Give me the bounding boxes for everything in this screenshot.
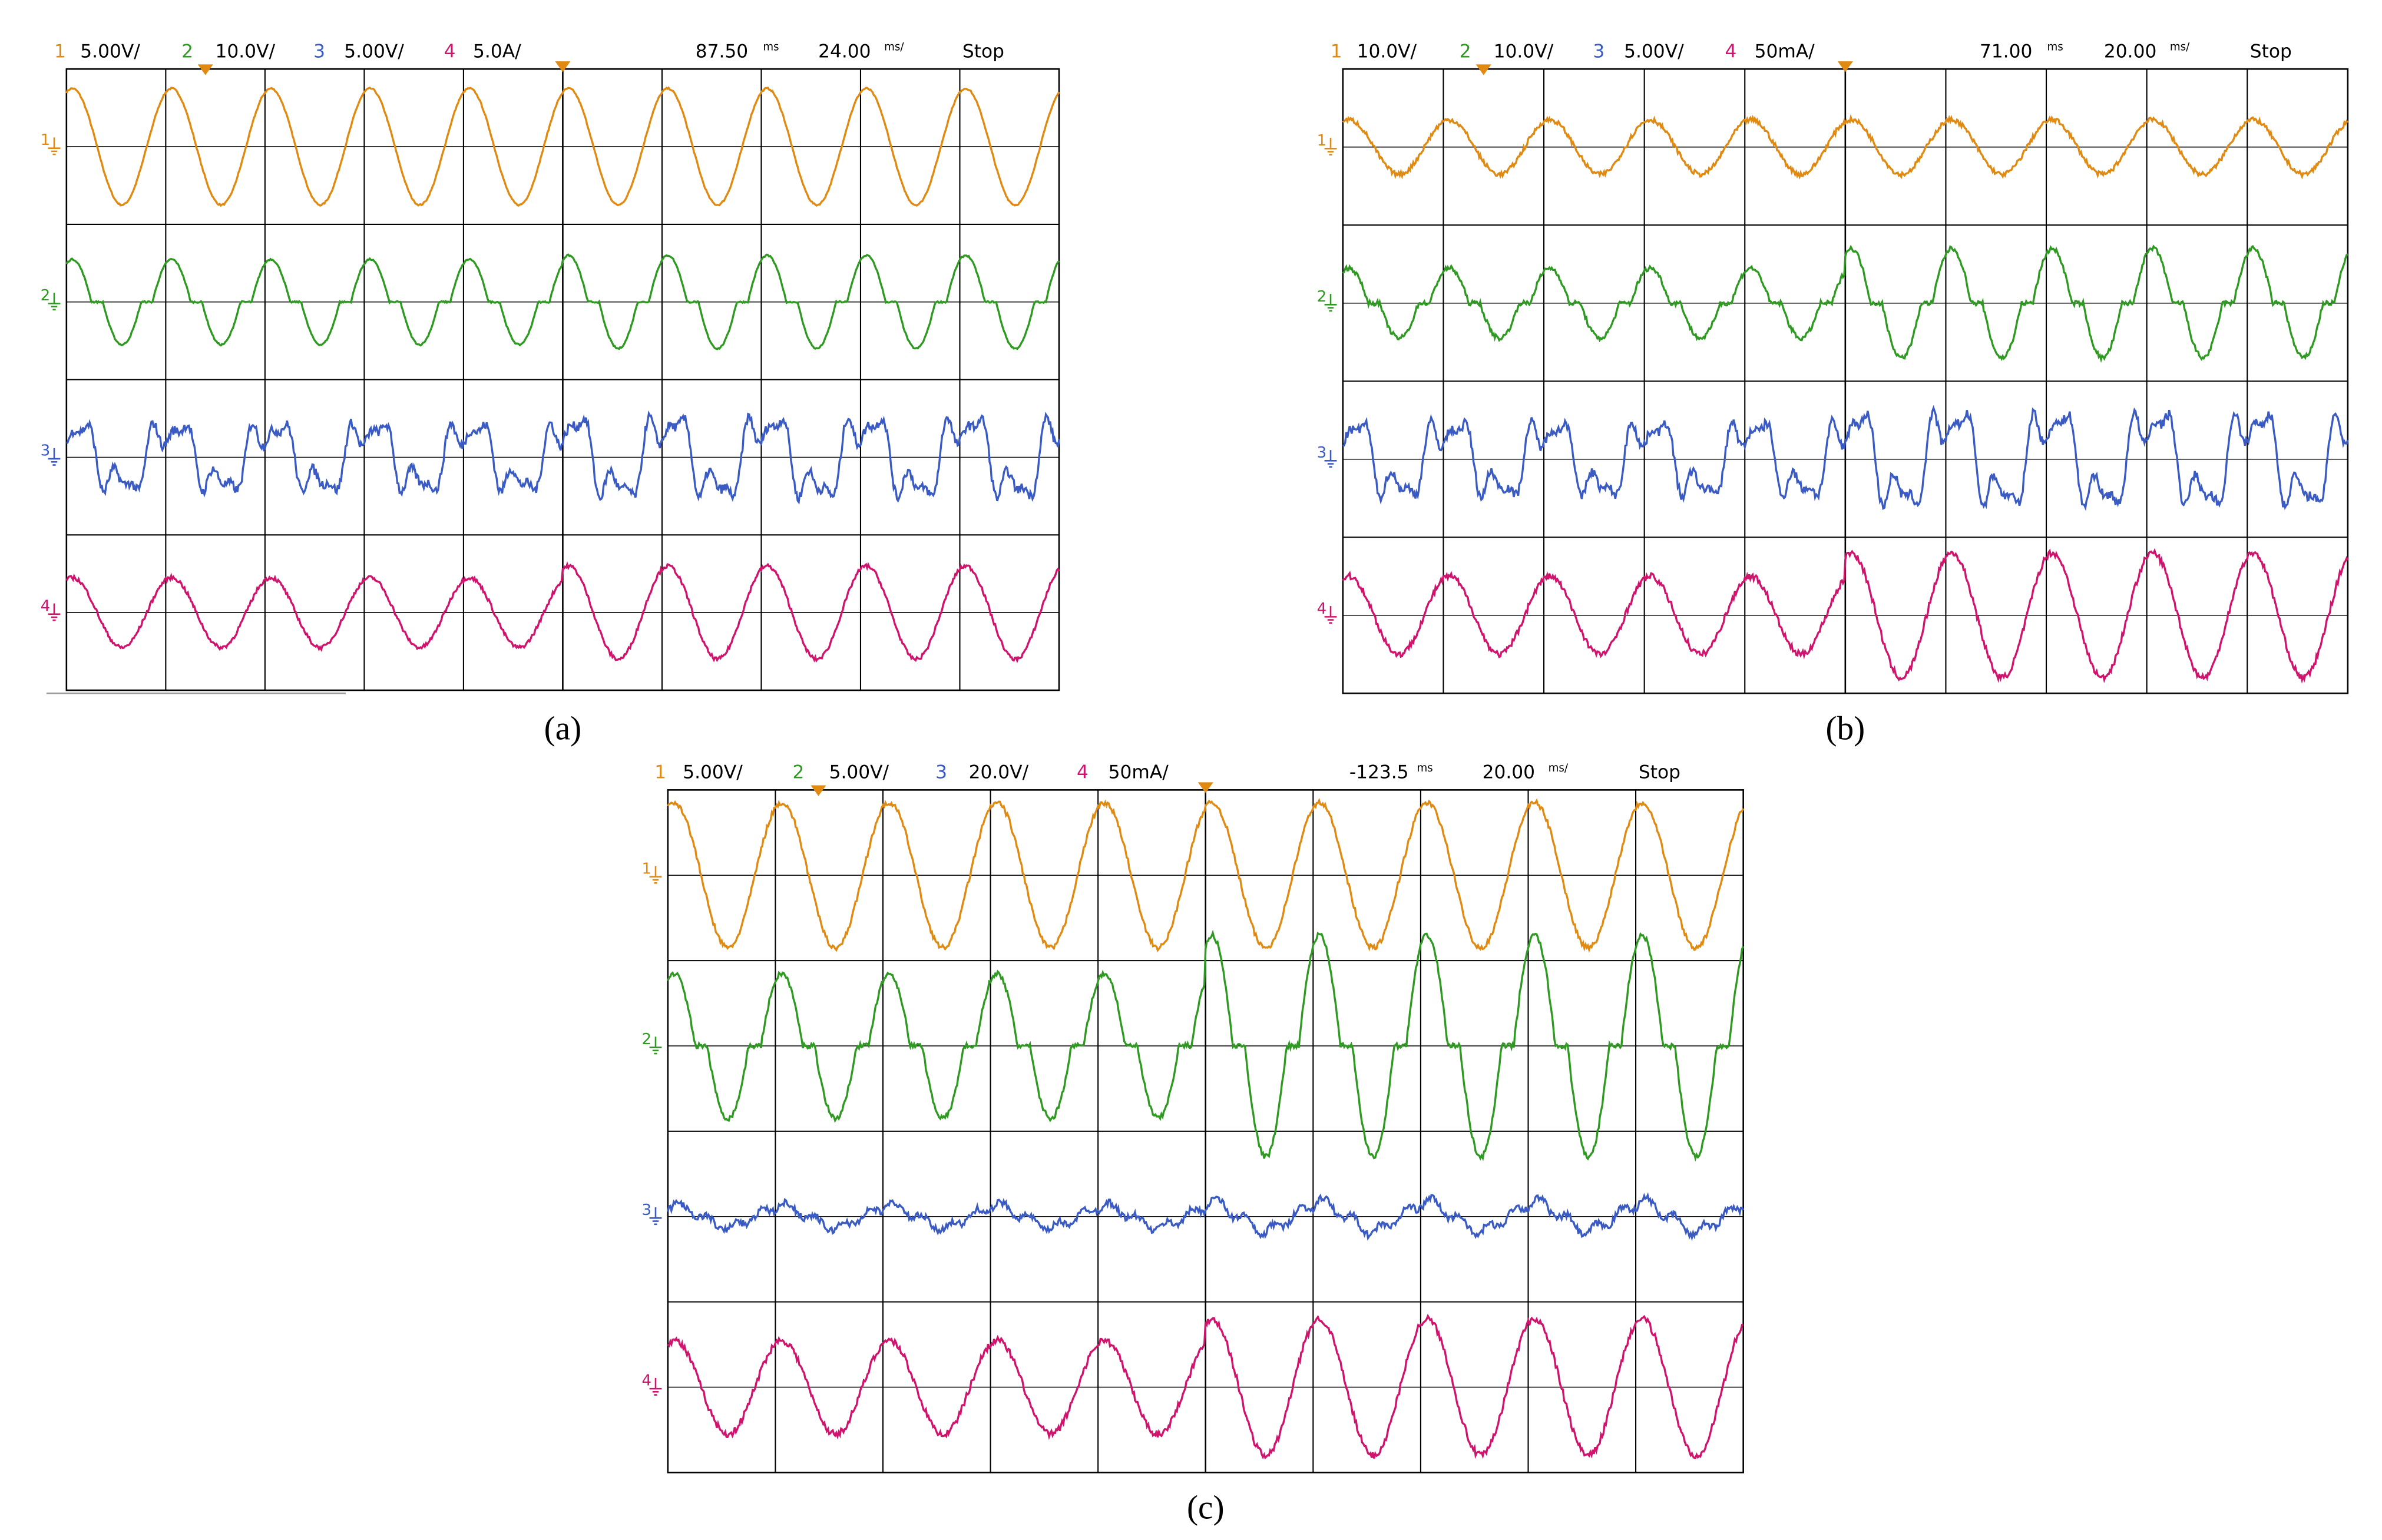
channel-scale: 10.0V/ [1494,41,1554,62]
channel-marker: 1 [41,131,51,149]
trigger-pos [197,64,213,75]
timebase-unit: ms/ [2170,41,2190,54]
waveform [667,797,1745,953]
time-position-unit: ms [1417,762,1432,774]
channel-scale: 20.0V/ [969,762,1029,783]
channel-number: 1 [54,41,66,62]
ground-symbol [649,1377,662,1396]
trigger-pos [810,785,826,796]
caption: (c) [1187,1489,1225,1526]
channel-number: 4 [1725,41,1737,62]
channel-number: 3 [313,41,325,62]
ground-symbol [48,137,61,155]
waveform [667,1192,1745,1241]
waveform [66,410,1060,505]
channel-number: 4 [1077,762,1089,783]
channel-scale: 10.0V/ [1357,41,1417,62]
channel-number: 2 [792,762,804,783]
trigger-marker [1837,61,1853,72]
time-position: 71.00 [1980,41,2032,62]
channel-scale: 5.00V/ [1624,41,1684,62]
ground-symbol [649,1036,662,1055]
time-position: -123.5 [1349,762,1409,783]
channel-number: 2 [181,41,193,62]
channel-marker: 3 [41,442,51,460]
waveform [1342,548,2349,684]
waveform [65,86,1060,207]
channel-scale: 5.00V/ [683,762,743,783]
channel-number: 4 [444,41,456,62]
waveform [667,1313,1744,1460]
channel-marker: 4 [41,597,51,615]
caption: (a) [544,710,582,747]
channel-number: 1 [654,762,666,783]
channel-marker: 2 [1317,288,1327,306]
channel-marker: 2 [642,1031,652,1048]
timebase: 20.00 [2104,41,2156,62]
ground-symbol [1324,450,1337,468]
channel-number: 3 [1593,41,1604,62]
channel-number: 3 [935,762,947,783]
channel-marker: 4 [642,1372,652,1390]
ground-symbol [649,1207,662,1226]
channel-scale: 50mA/ [1109,762,1169,783]
waveform [1342,405,2349,511]
ground-symbol [1324,606,1337,624]
channel-marker: 2 [41,287,51,304]
ground-symbol [48,448,61,466]
channel-scale: 50mA/ [1755,41,1815,62]
waveform [65,561,1060,664]
channel-marker: 1 [1317,132,1327,150]
channel-number: 1 [1331,41,1342,62]
trigger-marker [555,61,571,72]
channel-marker: 3 [642,1201,652,1219]
run-status: Stop [1639,762,1680,783]
ground-symbol [1324,138,1337,156]
channel-scale: 5.00V/ [829,762,889,783]
waveform [1342,244,2348,363]
timebase-unit: ms/ [884,41,904,54]
trigger-pos [1475,64,1491,75]
timebase: 20.00 [1483,762,1535,783]
timebase: 24.00 [818,41,871,62]
ground-symbol [48,293,61,311]
waveform [65,253,1060,350]
waveform [667,929,1745,1162]
channel-scale: 5.00V/ [344,41,404,62]
channel-scale: 10.0V/ [215,41,275,62]
ground-symbol [1324,294,1337,312]
channel-scale: 5.0A/ [473,41,521,62]
ground-symbol [649,866,662,884]
run-status: Stop [2250,41,2292,62]
channel-scale: 5.00V/ [80,41,140,62]
ground-symbol [48,603,61,621]
channel-marker: 1 [642,860,652,877]
time-position: 87.50 [696,41,748,62]
channel-marker: 4 [1317,600,1327,618]
time-position-unit: ms [763,41,779,54]
channel-number: 2 [1460,41,1471,62]
trigger-marker [1197,782,1213,793]
waveform [1342,114,2349,180]
run-status: Stop [962,41,1004,62]
channel-marker: 3 [1317,444,1327,462]
caption: (b) [1825,710,1865,747]
time-position-unit: ms [2047,41,2063,54]
timebase-unit: ms/ [1549,762,1569,774]
